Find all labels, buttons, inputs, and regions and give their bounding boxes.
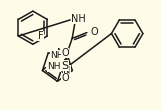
Text: S: S bbox=[62, 61, 69, 71]
Text: N: N bbox=[63, 66, 70, 76]
Text: NH: NH bbox=[47, 62, 61, 71]
Text: F: F bbox=[38, 31, 43, 41]
Text: NH: NH bbox=[50, 51, 64, 60]
Text: NH: NH bbox=[71, 14, 86, 24]
Text: O: O bbox=[61, 73, 69, 83]
Text: N: N bbox=[57, 48, 65, 58]
Text: O: O bbox=[61, 48, 69, 58]
Text: O: O bbox=[91, 27, 98, 37]
